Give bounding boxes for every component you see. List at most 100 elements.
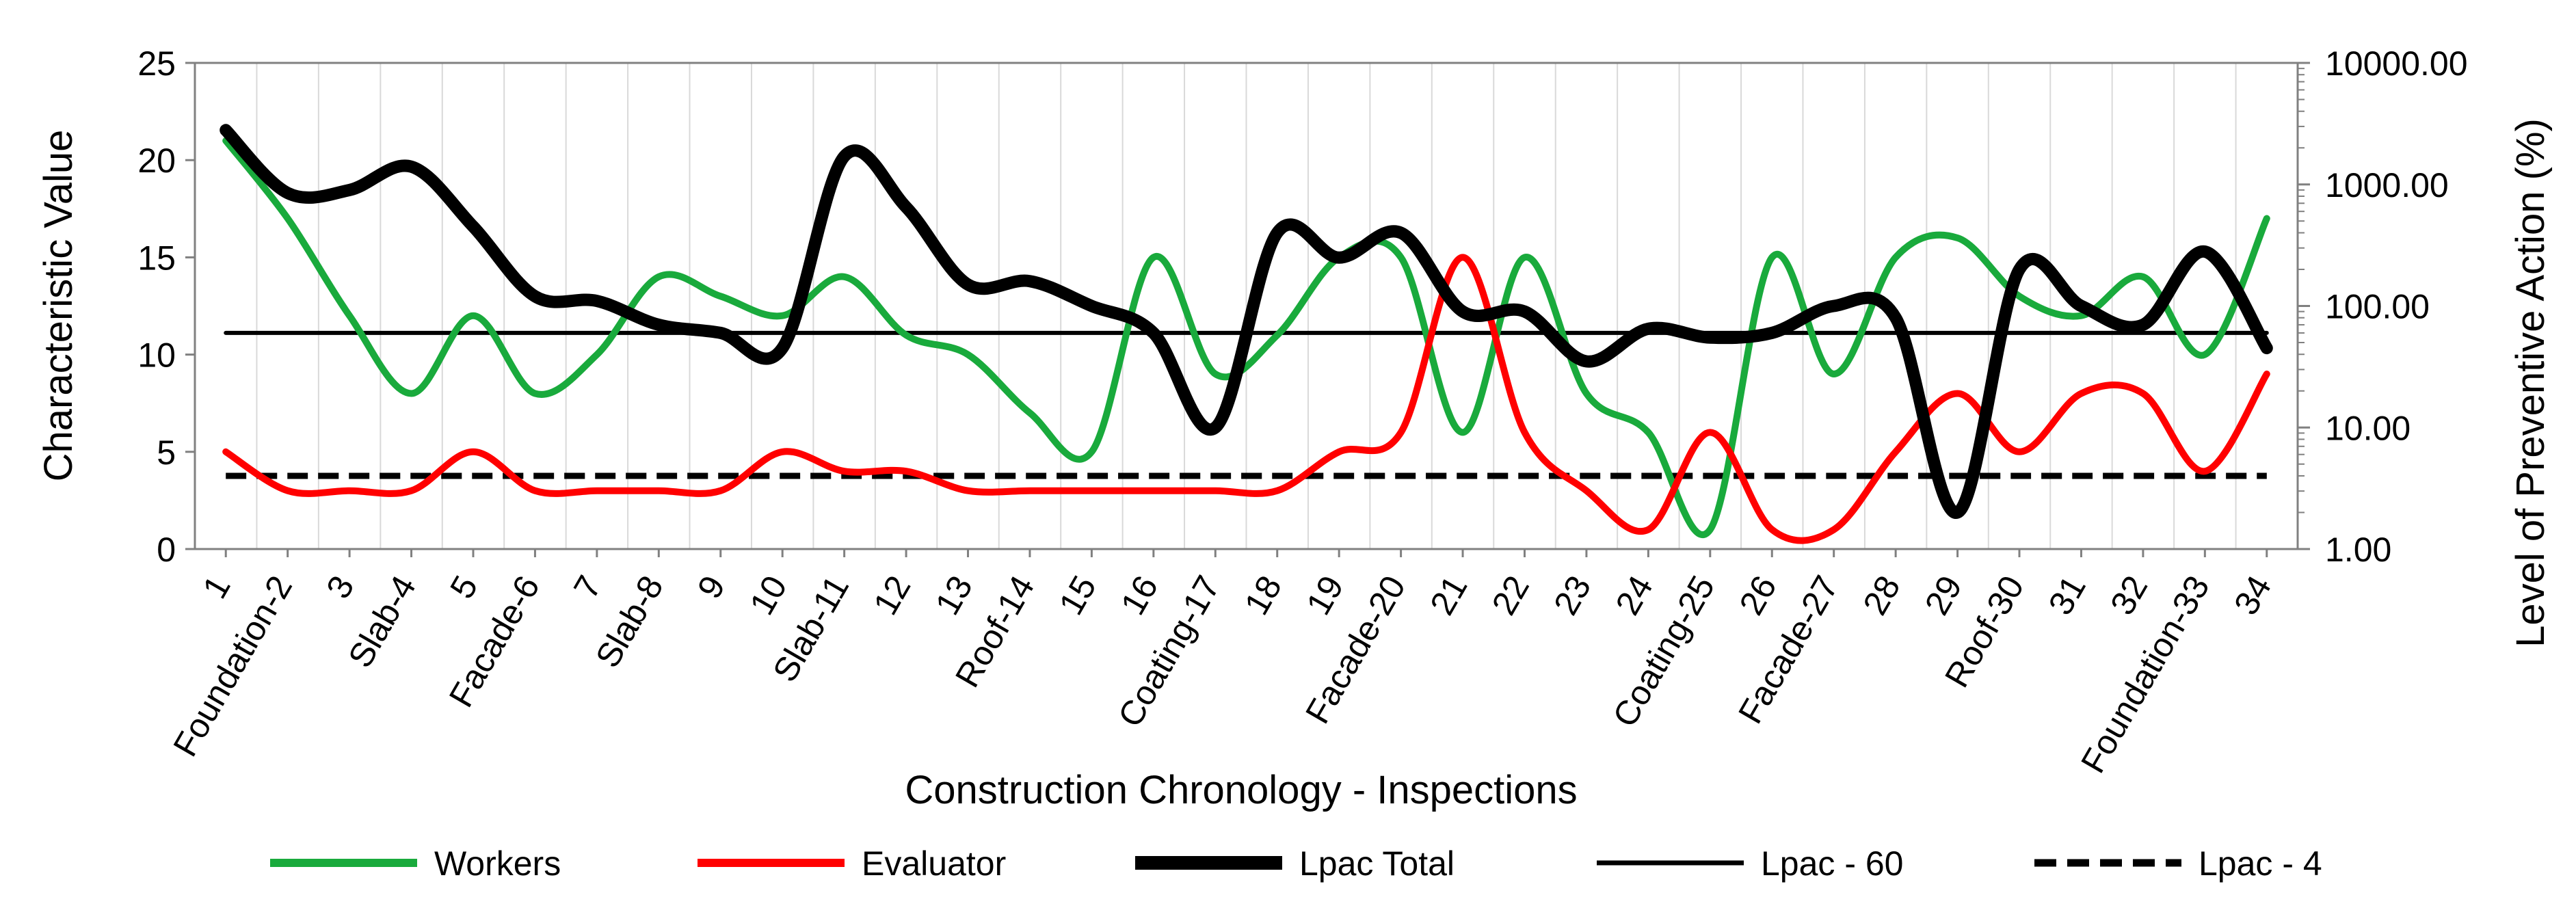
data-point-lpac-60 <box>345 329 354 337</box>
data-point-lpac-4 <box>408 472 416 480</box>
data-point-lpac-4 <box>1273 472 1282 480</box>
data-point-lpac-total <box>654 321 663 329</box>
legend-item-lpac-60[interactable]: Lpac - 60 <box>1597 844 1903 883</box>
data-point-lpac-4 <box>1087 472 1096 480</box>
data-point-evaluator <box>1891 448 1900 456</box>
legend-item-lpac-4[interactable]: Lpac - 4 <box>2034 844 2322 883</box>
data-point-evaluator <box>345 487 354 495</box>
data-point-lpac-4 <box>1150 472 1158 480</box>
data-point-lpac-4 <box>2077 472 2086 480</box>
data-point-workers <box>593 351 601 359</box>
data-point-lpac-total <box>1830 302 1838 310</box>
data-point-lpac-60 <box>840 329 849 337</box>
data-point-workers <box>964 351 972 359</box>
data-point-evaluator <box>469 448 477 456</box>
data-point-lpac-total <box>1150 329 1158 337</box>
data-point-lpac-4 <box>2015 472 2023 480</box>
data-point-lpac-4 <box>1521 472 1529 480</box>
data-point-evaluator <box>2015 448 2023 456</box>
data-point-lpac-4 <box>2263 472 2271 480</box>
data-point-lpac-60 <box>1830 329 1838 337</box>
data-point-evaluator <box>2139 390 2147 398</box>
data-point-lpac-60 <box>1521 329 1529 337</box>
data-point-lpac-4 <box>469 472 477 480</box>
data-point-workers <box>284 215 292 223</box>
data-point-lpac-total <box>1891 314 1900 322</box>
data-point-evaluator <box>902 467 910 475</box>
legend-item-workers[interactable]: Workers <box>270 844 561 883</box>
data-point-lpac-total <box>1521 308 1529 316</box>
data-point-workers <box>654 273 663 281</box>
data-point-lpac-total <box>2263 344 2271 352</box>
data-point-lpac-total <box>1211 423 1219 431</box>
left-tick-label: 15 <box>137 239 176 277</box>
data-point-lpac-4 <box>1830 472 1838 480</box>
right-tick-label: 10.00 <box>2325 409 2411 447</box>
data-point-workers <box>1954 234 1962 242</box>
data-point-workers <box>1397 253 1405 261</box>
data-point-lpac-4 <box>1335 472 1343 480</box>
data-point-lpac-total <box>1459 308 1467 316</box>
data-point-workers <box>1150 253 1158 261</box>
data-point-lpac-4 <box>1644 472 1652 480</box>
data-point-evaluator <box>1830 526 1838 534</box>
data-point-evaluator <box>1582 487 1591 495</box>
data-point-workers <box>840 273 849 281</box>
data-point-lpac-60 <box>1397 329 1405 337</box>
data-point-evaluator <box>1211 487 1219 495</box>
data-point-evaluator <box>840 467 849 475</box>
right-tick-label: 100.00 <box>2325 288 2430 326</box>
data-point-workers <box>408 390 416 398</box>
data-point-lpac-total <box>1273 229 1282 237</box>
data-point-lpac-60 <box>1087 329 1096 337</box>
y-axis-right-title: Level of Preventive Action (%) <box>2508 118 2553 647</box>
data-point-workers <box>1521 253 1529 261</box>
series-line-lpac-total <box>220 124 2273 519</box>
data-point-workers <box>1644 428 1652 436</box>
data-point-lpac-4 <box>1891 472 1900 480</box>
data-point-workers <box>717 292 725 300</box>
data-point-lpac-total <box>531 292 539 300</box>
data-point-evaluator <box>717 487 725 495</box>
data-point-workers <box>1830 370 1838 378</box>
data-point-lpac-total <box>1768 329 1776 337</box>
data-point-workers <box>1459 428 1467 436</box>
data-point-evaluator <box>1459 253 1467 261</box>
data-point-lpac-60 <box>469 329 477 337</box>
data-point-evaluator <box>778 448 786 456</box>
data-point-lpac-60 <box>964 329 972 337</box>
data-point-lpac-4 <box>717 472 725 480</box>
data-point-lpac-4 <box>593 472 601 480</box>
data-point-evaluator <box>1768 526 1776 534</box>
data-point-evaluator <box>964 487 972 495</box>
data-point-lpac-4 <box>964 472 972 480</box>
data-point-evaluator <box>284 487 292 495</box>
data-point-workers <box>469 312 477 320</box>
data-point-lpac-total <box>2201 248 2209 256</box>
left-tick-label: 25 <box>137 44 176 83</box>
data-point-evaluator <box>1644 526 1652 534</box>
legend-item-evaluator[interactable]: Evaluator <box>698 844 1006 883</box>
data-point-evaluator <box>408 487 416 495</box>
data-point-lpac-60 <box>1211 329 1219 337</box>
data-point-lpac-4 <box>778 472 786 480</box>
right-axis: 1.00 10.00 100.00 1000.00 10000.00 <box>2298 44 2468 569</box>
data-point-workers <box>1582 390 1591 398</box>
data-point-evaluator <box>1954 390 1962 398</box>
legend-item-lpac-total[interactable]: Lpac Total <box>1135 844 1455 883</box>
data-point-lpac-total <box>469 222 477 230</box>
data-point-lpac-total <box>222 126 230 134</box>
series-line-evaluator <box>222 254 2270 544</box>
data-point-lpac-60 <box>531 329 539 337</box>
data-point-evaluator <box>1706 428 1714 436</box>
data-point-evaluator <box>2263 370 2271 378</box>
data-point-evaluator <box>654 487 663 495</box>
data-point-lpac-total <box>964 280 972 289</box>
data-point-lpac-4 <box>1582 472 1591 480</box>
data-point-lpac-4 <box>284 472 292 480</box>
data-point-lpac-4 <box>1459 472 1467 480</box>
data-point-lpac-4 <box>1954 472 1962 480</box>
data-point-lpac-60 <box>284 329 292 337</box>
